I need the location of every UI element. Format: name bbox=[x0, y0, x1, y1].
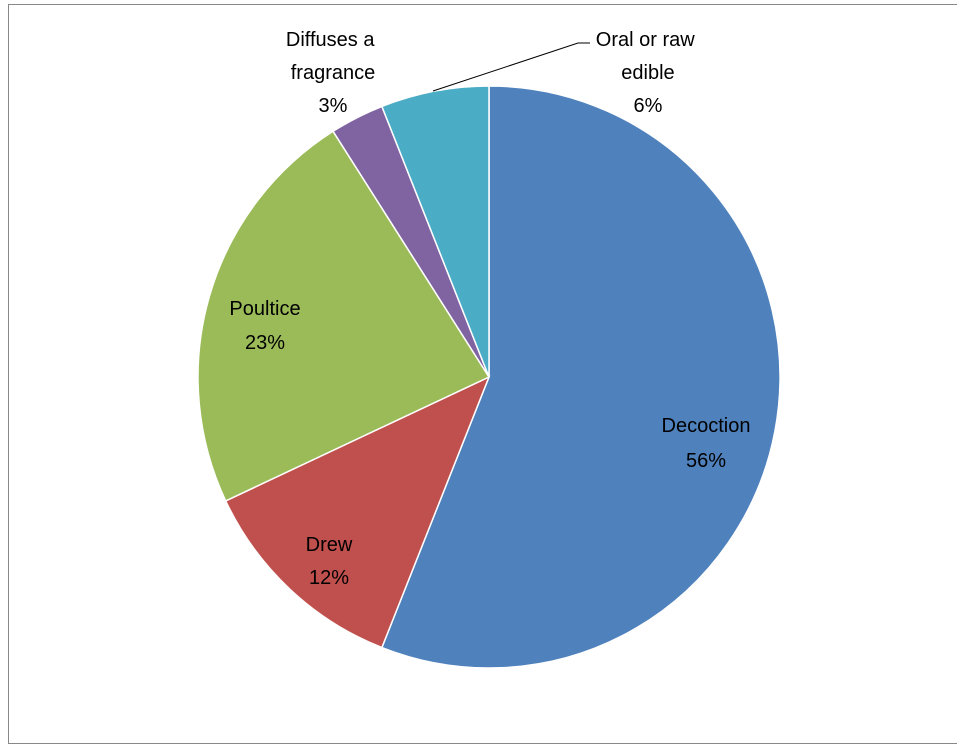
slice-label-drew: Drew bbox=[306, 534, 353, 556]
leader-lines bbox=[432, 42, 590, 92]
pie-slice-poultice bbox=[197, 130, 491, 502]
slice-value-poultice: 23% bbox=[245, 332, 285, 354]
slice-value-decoction: 56% bbox=[686, 450, 726, 472]
slice-label-poultice: Poultice bbox=[229, 298, 300, 320]
pie-slices bbox=[197, 85, 781, 669]
slice-label-diffuses-line2: fragrance bbox=[291, 62, 376, 84]
pie-slice-decoction bbox=[380, 85, 781, 669]
slice-label-oral: Oral or raw edible bbox=[596, 29, 700, 84]
slice-label-oral-line2: edible bbox=[621, 62, 674, 84]
pie-slice-drew bbox=[224, 375, 491, 649]
slice-value-drew: 12% bbox=[309, 567, 349, 589]
leader-line-oral bbox=[432, 42, 590, 92]
slice-label-diffuses: Diffuses a fragrance bbox=[286, 29, 380, 84]
slice-label-oral-line1: Oral or raw bbox=[596, 29, 695, 51]
slice-label-decoction: Decoction bbox=[662, 415, 751, 437]
slice-label-diffuses-line1: Diffuses a bbox=[286, 29, 375, 51]
pie-slice-oral-or-raw-edible bbox=[380, 85, 490, 378]
slice-value-oral: 6% bbox=[634, 95, 663, 117]
slice-value-diffuses: 3% bbox=[319, 95, 348, 117]
